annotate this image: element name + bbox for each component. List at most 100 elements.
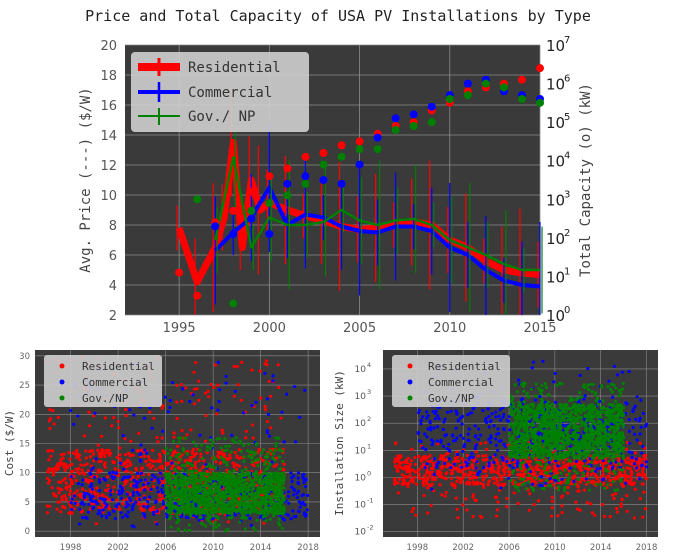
size-point-commercial — [454, 426, 458, 430]
cost-point-commercial — [210, 406, 214, 410]
cost-point-gov-np — [246, 488, 250, 492]
size-point-residential — [620, 497, 624, 502]
cost-ytick-label: 10 — [19, 469, 30, 479]
cost-xtick-label: 2010 — [202, 543, 224, 553]
cost-point-commercial — [89, 472, 93, 476]
size-point-residential — [420, 465, 424, 469]
size-point-commercial — [428, 421, 432, 425]
top-y2tick-exponent: 3 — [564, 189, 570, 200]
size-point-commercial — [417, 411, 421, 415]
cost-point-residential — [172, 431, 176, 435]
cost-point-gov-np — [204, 492, 208, 496]
cost-point-residential — [125, 469, 129, 473]
cost-point-residential — [48, 426, 52, 430]
cost-point-residential — [62, 465, 66, 469]
cost-point-gov-np — [179, 484, 183, 488]
size-point-residential — [550, 495, 554, 499]
size-point-residential — [501, 483, 505, 487]
cost-point-residential — [232, 464, 236, 469]
size-point-commercial — [447, 442, 451, 446]
cost-point-residential — [98, 454, 102, 458]
cost-point-residential — [76, 502, 80, 506]
cost-point-gov-np — [165, 486, 170, 490]
size-point-residential — [629, 473, 634, 477]
cost-point-residential — [160, 406, 164, 410]
size-point-residential — [492, 476, 496, 480]
cost-point-residential — [100, 434, 104, 438]
size-point-commercial — [453, 439, 457, 443]
size-point-commercial — [443, 417, 447, 421]
size-point-gov-np — [576, 478, 581, 482]
size-point-commercial — [630, 455, 634, 460]
size-point-commercial — [437, 417, 441, 421]
cost-point-gov-np — [254, 508, 258, 512]
cost-point-commercial — [290, 479, 294, 484]
cost-point-gov-np — [180, 463, 184, 467]
cost-point-commercial — [217, 400, 221, 404]
cost-point-gov-np — [267, 500, 271, 504]
size-point-gov-np — [515, 390, 520, 394]
size-point-residential — [547, 465, 551, 469]
cost-point-gov-np — [234, 508, 239, 512]
cost-point-commercial — [101, 508, 105, 512]
cost-point-gov-np — [207, 501, 211, 505]
size-point-residential — [436, 442, 440, 446]
cost-point-gov-np — [172, 498, 176, 502]
cost-point-commercial — [297, 482, 301, 486]
cost-point-residential — [236, 383, 240, 387]
cost-point-commercial — [142, 483, 146, 487]
cost-point-gov-np — [192, 440, 196, 444]
size-point-residential — [438, 483, 442, 487]
size-point-residential — [410, 477, 414, 481]
cost-point-commercial — [198, 433, 202, 437]
cost-point-residential — [149, 508, 153, 512]
cost-point-residential — [152, 485, 156, 489]
size-point-residential — [408, 473, 412, 478]
cost-point-residential — [148, 458, 152, 462]
size-point-residential — [411, 506, 416, 511]
size-point-residential — [631, 483, 635, 487]
cost-point-commercial — [80, 483, 84, 487]
cost-point-gov-np — [250, 510, 254, 514]
cost-point-gov-np — [273, 494, 277, 499]
size-point-gov-np — [568, 399, 572, 403]
cost-point-residential — [262, 521, 266, 525]
size-point-residential — [550, 499, 555, 503]
cost-point-commercial — [131, 448, 135, 452]
cost-point-gov-np — [183, 464, 187, 468]
cost-point-commercial — [105, 516, 109, 520]
cost-point-residential — [162, 451, 166, 455]
top-capacity-point-commercial — [301, 172, 310, 181]
cost-point-residential — [258, 369, 262, 373]
cost-point-commercial — [127, 475, 131, 479]
cost-point-residential — [107, 448, 111, 453]
cost-point-gov-np — [219, 455, 223, 459]
cost-point-gov-np — [277, 490, 281, 494]
size-point-residential — [601, 503, 605, 507]
size-point-commercial — [474, 466, 478, 470]
size-point-commercial — [548, 476, 553, 481]
cost-point-residential — [129, 439, 133, 443]
cost-point-commercial — [76, 414, 80, 418]
cost-point-commercial — [113, 516, 117, 521]
cost-point-residential — [175, 416, 179, 421]
size-point-residential — [512, 491, 516, 495]
size-point-residential — [425, 471, 429, 475]
size-point-commercial — [511, 458, 515, 462]
top-capacity-point-commercial — [391, 114, 400, 123]
cost-point-gov-np — [169, 497, 173, 502]
size-point-residential — [623, 477, 628, 482]
size-point-residential — [499, 474, 504, 478]
top-capacity-point-commercial — [319, 176, 328, 184]
cost-point-commercial — [81, 478, 85, 482]
cost-point-commercial — [166, 410, 170, 414]
cost-point-commercial — [191, 393, 195, 397]
top-ytick-label: 20 — [100, 39, 117, 54]
size-point-residential — [430, 466, 434, 471]
cost-point-commercial — [98, 480, 102, 484]
cost-point-residential — [269, 426, 273, 430]
cost-point-commercial — [94, 457, 98, 461]
cost-point-gov-np — [178, 511, 182, 515]
cost-point-gov-np — [214, 466, 218, 470]
size-point-commercial — [467, 438, 471, 443]
